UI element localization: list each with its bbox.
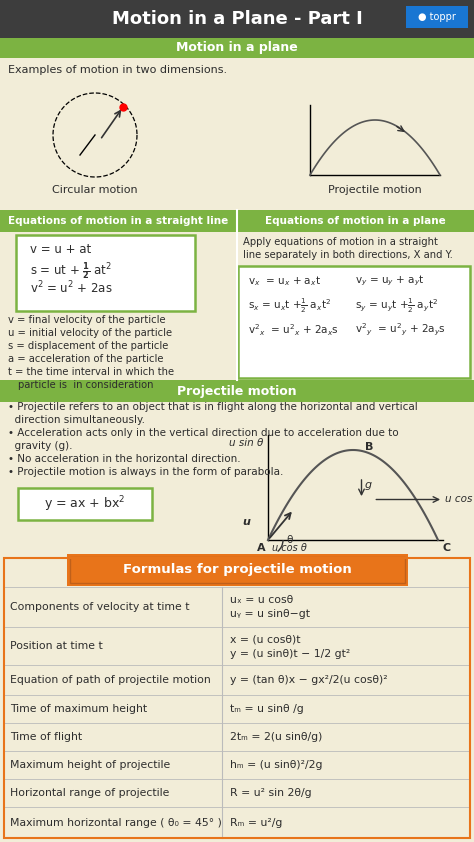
Text: Time of flight: Time of flight bbox=[10, 732, 82, 742]
Text: v$_y$ = u$_y$ + a$_y$t: v$_y$ = u$_y$ + a$_y$t bbox=[355, 274, 425, 289]
Text: s$_y$ = u$_y$t +$\frac{1}{2}$ a$_y$t$^2$: s$_y$ = u$_y$t +$\frac{1}{2}$ a$_y$t$^2$ bbox=[355, 297, 438, 316]
Text: v$_x$  = u$_x$ + a$_x$t: v$_x$ = u$_x$ + a$_x$t bbox=[248, 274, 321, 288]
Text: uₓ = u cosθ: uₓ = u cosθ bbox=[230, 595, 293, 605]
Text: Apply equations of motion in a straight: Apply equations of motion in a straight bbox=[243, 237, 438, 247]
Text: v = u + at: v = u + at bbox=[30, 243, 91, 256]
Text: Maximum horizontal range ( θ₀ = 45° ): Maximum horizontal range ( θ₀ = 45° ) bbox=[10, 818, 222, 828]
Text: direction simultaneously.: direction simultaneously. bbox=[8, 415, 145, 425]
Bar bbox=[0, 38, 474, 58]
Text: v$^2$ = u$^2$ + 2as: v$^2$ = u$^2$ + 2as bbox=[30, 280, 113, 296]
Text: • Projectile refers to an object that is in flight along the horizontal and vert: • Projectile refers to an object that is… bbox=[8, 402, 418, 412]
Text: Projectile motion: Projectile motion bbox=[177, 385, 297, 397]
Text: Motion in a Plane - Part I: Motion in a Plane - Part I bbox=[111, 10, 363, 28]
Bar bbox=[70, 557, 405, 583]
Text: u: u bbox=[242, 517, 250, 527]
Text: tₘ = u sinθ /g: tₘ = u sinθ /g bbox=[230, 704, 304, 714]
Text: hₘ = (u sinθ)²/2g: hₘ = (u sinθ)²/2g bbox=[230, 760, 322, 770]
Text: Motion in a plane: Motion in a plane bbox=[176, 41, 298, 55]
Bar bbox=[237, 210, 474, 232]
Text: Equations of motion in a straight line: Equations of motion in a straight line bbox=[8, 216, 228, 226]
Text: u sin θ: u sin θ bbox=[228, 438, 263, 448]
Text: y = ax + bx$^2$: y = ax + bx$^2$ bbox=[45, 494, 126, 514]
Text: u = initial velocity of the particle: u = initial velocity of the particle bbox=[8, 328, 172, 338]
Bar bbox=[0, 555, 474, 585]
Text: Formulas for projectile motion: Formulas for projectile motion bbox=[123, 563, 351, 577]
Text: v$^2$$_x$  = u$^2$$_x$ + 2a$_x$s: v$^2$$_x$ = u$^2$$_x$ + 2a$_x$s bbox=[248, 322, 339, 338]
Text: Rₘ = u²/g: Rₘ = u²/g bbox=[230, 818, 283, 828]
FancyBboxPatch shape bbox=[18, 488, 152, 520]
Text: Projectile motion: Projectile motion bbox=[328, 185, 422, 195]
Text: Maximum height of projectile: Maximum height of projectile bbox=[10, 760, 170, 770]
Text: 2tₘ = 2(u sinθ/g): 2tₘ = 2(u sinθ/g) bbox=[230, 732, 322, 742]
Text: B: B bbox=[365, 442, 374, 452]
Text: Position at time t: Position at time t bbox=[10, 641, 103, 651]
Text: u cos θ: u cos θ bbox=[272, 543, 307, 553]
Text: particle is  in consideration: particle is in consideration bbox=[18, 380, 154, 390]
Bar bbox=[0, 210, 237, 232]
Text: u cos θ: u cos θ bbox=[445, 494, 474, 504]
Text: x = (u cosθ)t: x = (u cosθ)t bbox=[230, 635, 301, 645]
Text: s = displacement of the particle: s = displacement of the particle bbox=[8, 341, 168, 351]
FancyBboxPatch shape bbox=[238, 266, 470, 378]
Bar bbox=[0, 402, 474, 555]
Text: Equation of path of projectile motion: Equation of path of projectile motion bbox=[10, 675, 211, 685]
Text: Circular motion: Circular motion bbox=[52, 185, 138, 195]
FancyBboxPatch shape bbox=[16, 235, 195, 311]
Text: a = acceleration of the particle: a = acceleration of the particle bbox=[8, 354, 164, 364]
Bar bbox=[0, 232, 237, 380]
Text: v = final velocity of the particle: v = final velocity of the particle bbox=[8, 315, 165, 325]
Text: • Acceleration acts only in the vertical direction due to acceleration due to: • Acceleration acts only in the vertical… bbox=[8, 428, 399, 438]
Bar bbox=[237, 232, 474, 380]
Text: Time of maximum height: Time of maximum height bbox=[10, 704, 147, 714]
Bar bbox=[0, 555, 474, 587]
Bar bbox=[0, 587, 474, 842]
Text: line separately in both directions, X and Y.: line separately in both directions, X an… bbox=[243, 250, 453, 260]
Text: Horizontal range of projectile: Horizontal range of projectile bbox=[10, 788, 169, 798]
Bar bbox=[0, 0, 474, 38]
Text: v$^2$$_y$  = u$^2$$_y$ + 2a$_y$s: v$^2$$_y$ = u$^2$$_y$ + 2a$_y$s bbox=[355, 322, 446, 338]
Bar bbox=[406, 6, 468, 28]
Text: s = ut + $\mathbf{\frac{1}{2}}$ at$^2$: s = ut + $\mathbf{\frac{1}{2}}$ at$^2$ bbox=[30, 260, 112, 282]
Text: θ: θ bbox=[286, 535, 292, 545]
Text: Equations of motion in a plane: Equations of motion in a plane bbox=[264, 216, 446, 226]
Text: s$_x$ = u$_x$t +$\frac{1}{2}$ a$_x$t$^2$: s$_x$ = u$_x$t +$\frac{1}{2}$ a$_x$t$^2$ bbox=[248, 297, 331, 316]
Text: ● toppr: ● toppr bbox=[418, 12, 456, 22]
Text: Examples of motion in two dimensions.: Examples of motion in two dimensions. bbox=[8, 65, 227, 75]
Bar bbox=[0, 58, 474, 213]
FancyBboxPatch shape bbox=[67, 554, 408, 586]
Bar bbox=[4, 558, 470, 838]
Text: R = u² sin 2θ/g: R = u² sin 2θ/g bbox=[230, 788, 311, 798]
Text: gravity (g).: gravity (g). bbox=[8, 441, 73, 451]
Text: uᵧ = u sinθ−gt: uᵧ = u sinθ−gt bbox=[230, 609, 310, 619]
Text: A: A bbox=[257, 543, 266, 553]
Text: • Projectile motion is always in the form of parabola.: • Projectile motion is always in the for… bbox=[8, 467, 283, 477]
Text: • No acceleration in the horizontal direction.: • No acceleration in the horizontal dire… bbox=[8, 454, 241, 464]
Text: Components of velocity at time t: Components of velocity at time t bbox=[10, 602, 190, 612]
Text: y = (u sinθ)t − 1/2 gt²: y = (u sinθ)t − 1/2 gt² bbox=[230, 649, 350, 659]
Text: C: C bbox=[443, 543, 451, 553]
Text: t = the time interval in which the: t = the time interval in which the bbox=[8, 367, 174, 377]
Text: y = (tan θ)x − gx²/2(u cosθ)²: y = (tan θ)x − gx²/2(u cosθ)² bbox=[230, 675, 388, 685]
Bar bbox=[0, 380, 474, 402]
Text: g: g bbox=[365, 480, 372, 490]
